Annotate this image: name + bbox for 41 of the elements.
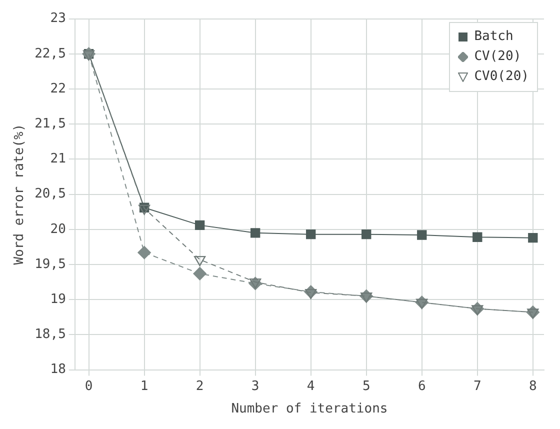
x-tick-label: 7 (473, 378, 482, 394)
point (416, 298, 428, 310)
y-tick-label: 18,5 (34, 327, 66, 342)
y-tick-label: 19 (50, 292, 66, 307)
point (472, 232, 482, 242)
point (417, 230, 427, 240)
y-tick-label: 19,5 (34, 256, 66, 272)
point (194, 256, 206, 266)
x-tick-label: 6 (418, 378, 426, 394)
x-tick-label: 4 (306, 378, 315, 394)
point (138, 246, 151, 260)
x-tick-label: 2 (196, 378, 204, 394)
legend-label: Batch (474, 28, 514, 46)
point (305, 288, 317, 300)
point (138, 204, 150, 215)
x-axis-title: Number of iterations (231, 402, 388, 417)
x-tick-label: 1 (140, 378, 148, 394)
point (472, 305, 484, 316)
point (250, 228, 260, 238)
y-axis-title: Word error rate(%) (12, 124, 28, 265)
x-tick-label: 8 (528, 378, 537, 394)
point (527, 308, 539, 319)
point (528, 232, 538, 243)
y-tick-label: 20 (50, 222, 66, 237)
y-tick-label: 21,5 (34, 116, 66, 132)
x-tick-label: 5 (362, 378, 370, 394)
y-tick-label: 23 (50, 11, 66, 26)
y-tick-label: 18 (50, 362, 66, 378)
point (306, 229, 316, 240)
legend-label: CV0(20) (474, 68, 529, 86)
y-tick-label: 22,5 (34, 46, 66, 62)
point (360, 292, 372, 303)
y-tick-label: 20,5 (34, 186, 66, 202)
legend-label: CV(20) (474, 48, 522, 66)
y-tick-label: 21 (50, 152, 66, 167)
point (362, 229, 372, 240)
point (194, 220, 205, 230)
y-tick-label: 22 (50, 81, 66, 96)
x-tick-label: 3 (251, 378, 260, 394)
point (193, 267, 206, 280)
x-tick-label: 0 (84, 378, 93, 394)
